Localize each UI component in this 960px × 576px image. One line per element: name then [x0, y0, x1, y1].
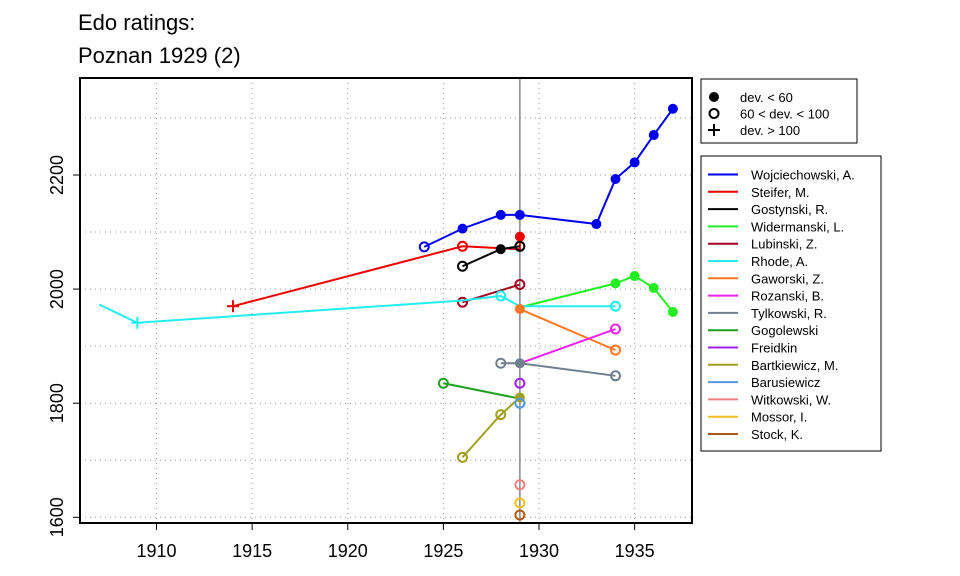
plot-frame — [79, 77, 693, 524]
data-point-filled — [629, 270, 640, 281]
series-legend-label: Bartkiewicz, M. — [751, 358, 838, 373]
data-point-open — [495, 409, 507, 421]
series-legend-label: Barusiewicz — [751, 375, 820, 390]
data-point-filled — [514, 304, 525, 315]
series-widermanski-l — [519, 270, 678, 317]
data-point-filled — [648, 130, 659, 141]
data-point-filled — [514, 231, 525, 242]
data-point-plus — [708, 124, 720, 136]
x-tick-label: 1915 — [232, 541, 272, 561]
plot-area: 1910 1915 1920 1925 1930 1935 1600 1800 2000 2200 — [47, 77, 693, 561]
series-gaworski-z — [514, 304, 621, 356]
data-point-filled — [610, 173, 621, 184]
series-rozanski-b — [519, 323, 621, 365]
series-barusiewicz — [514, 397, 526, 409]
series-gogolewski — [437, 377, 521, 400]
series-legend-label: Mossor, I. — [751, 410, 807, 425]
data-point-filled — [514, 209, 525, 220]
series-stock-k — [514, 509, 526, 521]
data-point-open — [514, 479, 526, 491]
chart-title-line-2: Poznan 1929 (2) — [78, 43, 241, 68]
data-point-open — [495, 357, 507, 369]
y-tick-label: 1600 — [47, 497, 67, 537]
data-point-filled — [667, 306, 678, 317]
series-legend-label: Tylkowski, R. — [751, 306, 827, 321]
series-legend-label: Gogolewski — [751, 323, 818, 338]
series-line — [98, 294, 616, 324]
series-line — [443, 382, 521, 400]
data-point-open — [495, 290, 507, 302]
x-tick-label: 1925 — [423, 541, 463, 561]
series-freidkin — [514, 377, 526, 389]
series-legend-label: Wojciechowski, A. — [751, 168, 855, 183]
series-line — [232, 236, 521, 308]
series-mossor-i — [514, 497, 526, 509]
series-legend-label: Stock, K. — [751, 427, 803, 442]
data-point-open — [514, 377, 526, 389]
data-point-filled — [495, 244, 506, 255]
data-point-plus — [131, 316, 144, 329]
series-witkowski-w — [514, 479, 526, 491]
data-point-filled — [648, 282, 659, 293]
data-point-open — [437, 377, 449, 389]
series-legend-label: Gaworski, Z. — [751, 271, 824, 286]
series-legend-label: Lubinski, Z. — [751, 237, 817, 252]
x-tick-label: 1910 — [136, 541, 176, 561]
y-tick-label: 2200 — [47, 155, 67, 195]
data-point-filled — [514, 358, 525, 369]
data-point-open — [514, 509, 526, 521]
data-point-filled — [591, 219, 602, 230]
data-point-open — [514, 279, 526, 291]
x-tick-label: 1920 — [328, 541, 368, 561]
data-point-filled — [709, 92, 719, 102]
series-legend-label: Rhode, A. — [751, 254, 808, 269]
series-legend-label: Steifer, M. — [751, 185, 810, 200]
data-point-filled — [495, 209, 506, 220]
y-tick-label: 2000 — [47, 269, 67, 309]
series-legend-label: Freidkin — [751, 341, 797, 356]
series-legend-label: Gostynski, R. — [751, 202, 828, 217]
series-line — [519, 308, 616, 352]
data-point-open — [610, 300, 621, 312]
series-legend: Wojciechowski, A. Steifer, M. Gostynski, R… — [700, 155, 882, 452]
data-point-filled — [457, 223, 468, 234]
deviation-legend-box — [700, 78, 858, 144]
data-point-open — [457, 296, 468, 308]
data-point-open — [610, 370, 621, 382]
data-point-open — [457, 260, 468, 272]
x-tick-label: 1930 — [519, 541, 559, 561]
data-point-plus — [227, 300, 239, 313]
data-point-open — [514, 497, 526, 509]
series-legend-box — [700, 155, 882, 452]
deviation-legend-label: 60 < dev. < 100 — [740, 107, 829, 122]
x-tick-label: 1935 — [615, 541, 655, 561]
y-tick-label: 1800 — [47, 383, 67, 423]
series-rhode-a — [98, 290, 621, 329]
data-point-open — [418, 241, 430, 253]
series-legend-label: Widermanski, L. — [751, 219, 844, 234]
data-point-filled — [629, 157, 640, 168]
data-point-open — [708, 108, 720, 119]
series-legend-label: Rozanski, B. — [751, 289, 824, 304]
deviation-legend-label: dev. < 60 — [740, 90, 793, 105]
series-wojciechowski-a — [418, 103, 678, 253]
chart-title-line-1: Edo ratings: — [78, 10, 195, 35]
data-point-open — [514, 397, 526, 409]
series-tylkowski-r — [495, 357, 621, 382]
series-legend-label: Witkowski, W. — [751, 392, 831, 407]
data-point-open — [514, 240, 526, 252]
series-line — [519, 328, 616, 365]
data-point-open — [610, 344, 621, 356]
deviation-legend-label: dev. > 100 — [740, 123, 800, 138]
data-point-filled — [667, 103, 678, 114]
data-point-filled — [610, 278, 621, 289]
data-point-open — [457, 451, 468, 463]
data-point-open — [610, 323, 621, 335]
series-steifer-m — [227, 231, 525, 313]
series-gostynski-r — [457, 240, 526, 272]
data-point-open — [457, 240, 468, 252]
series-line — [461, 396, 521, 459]
